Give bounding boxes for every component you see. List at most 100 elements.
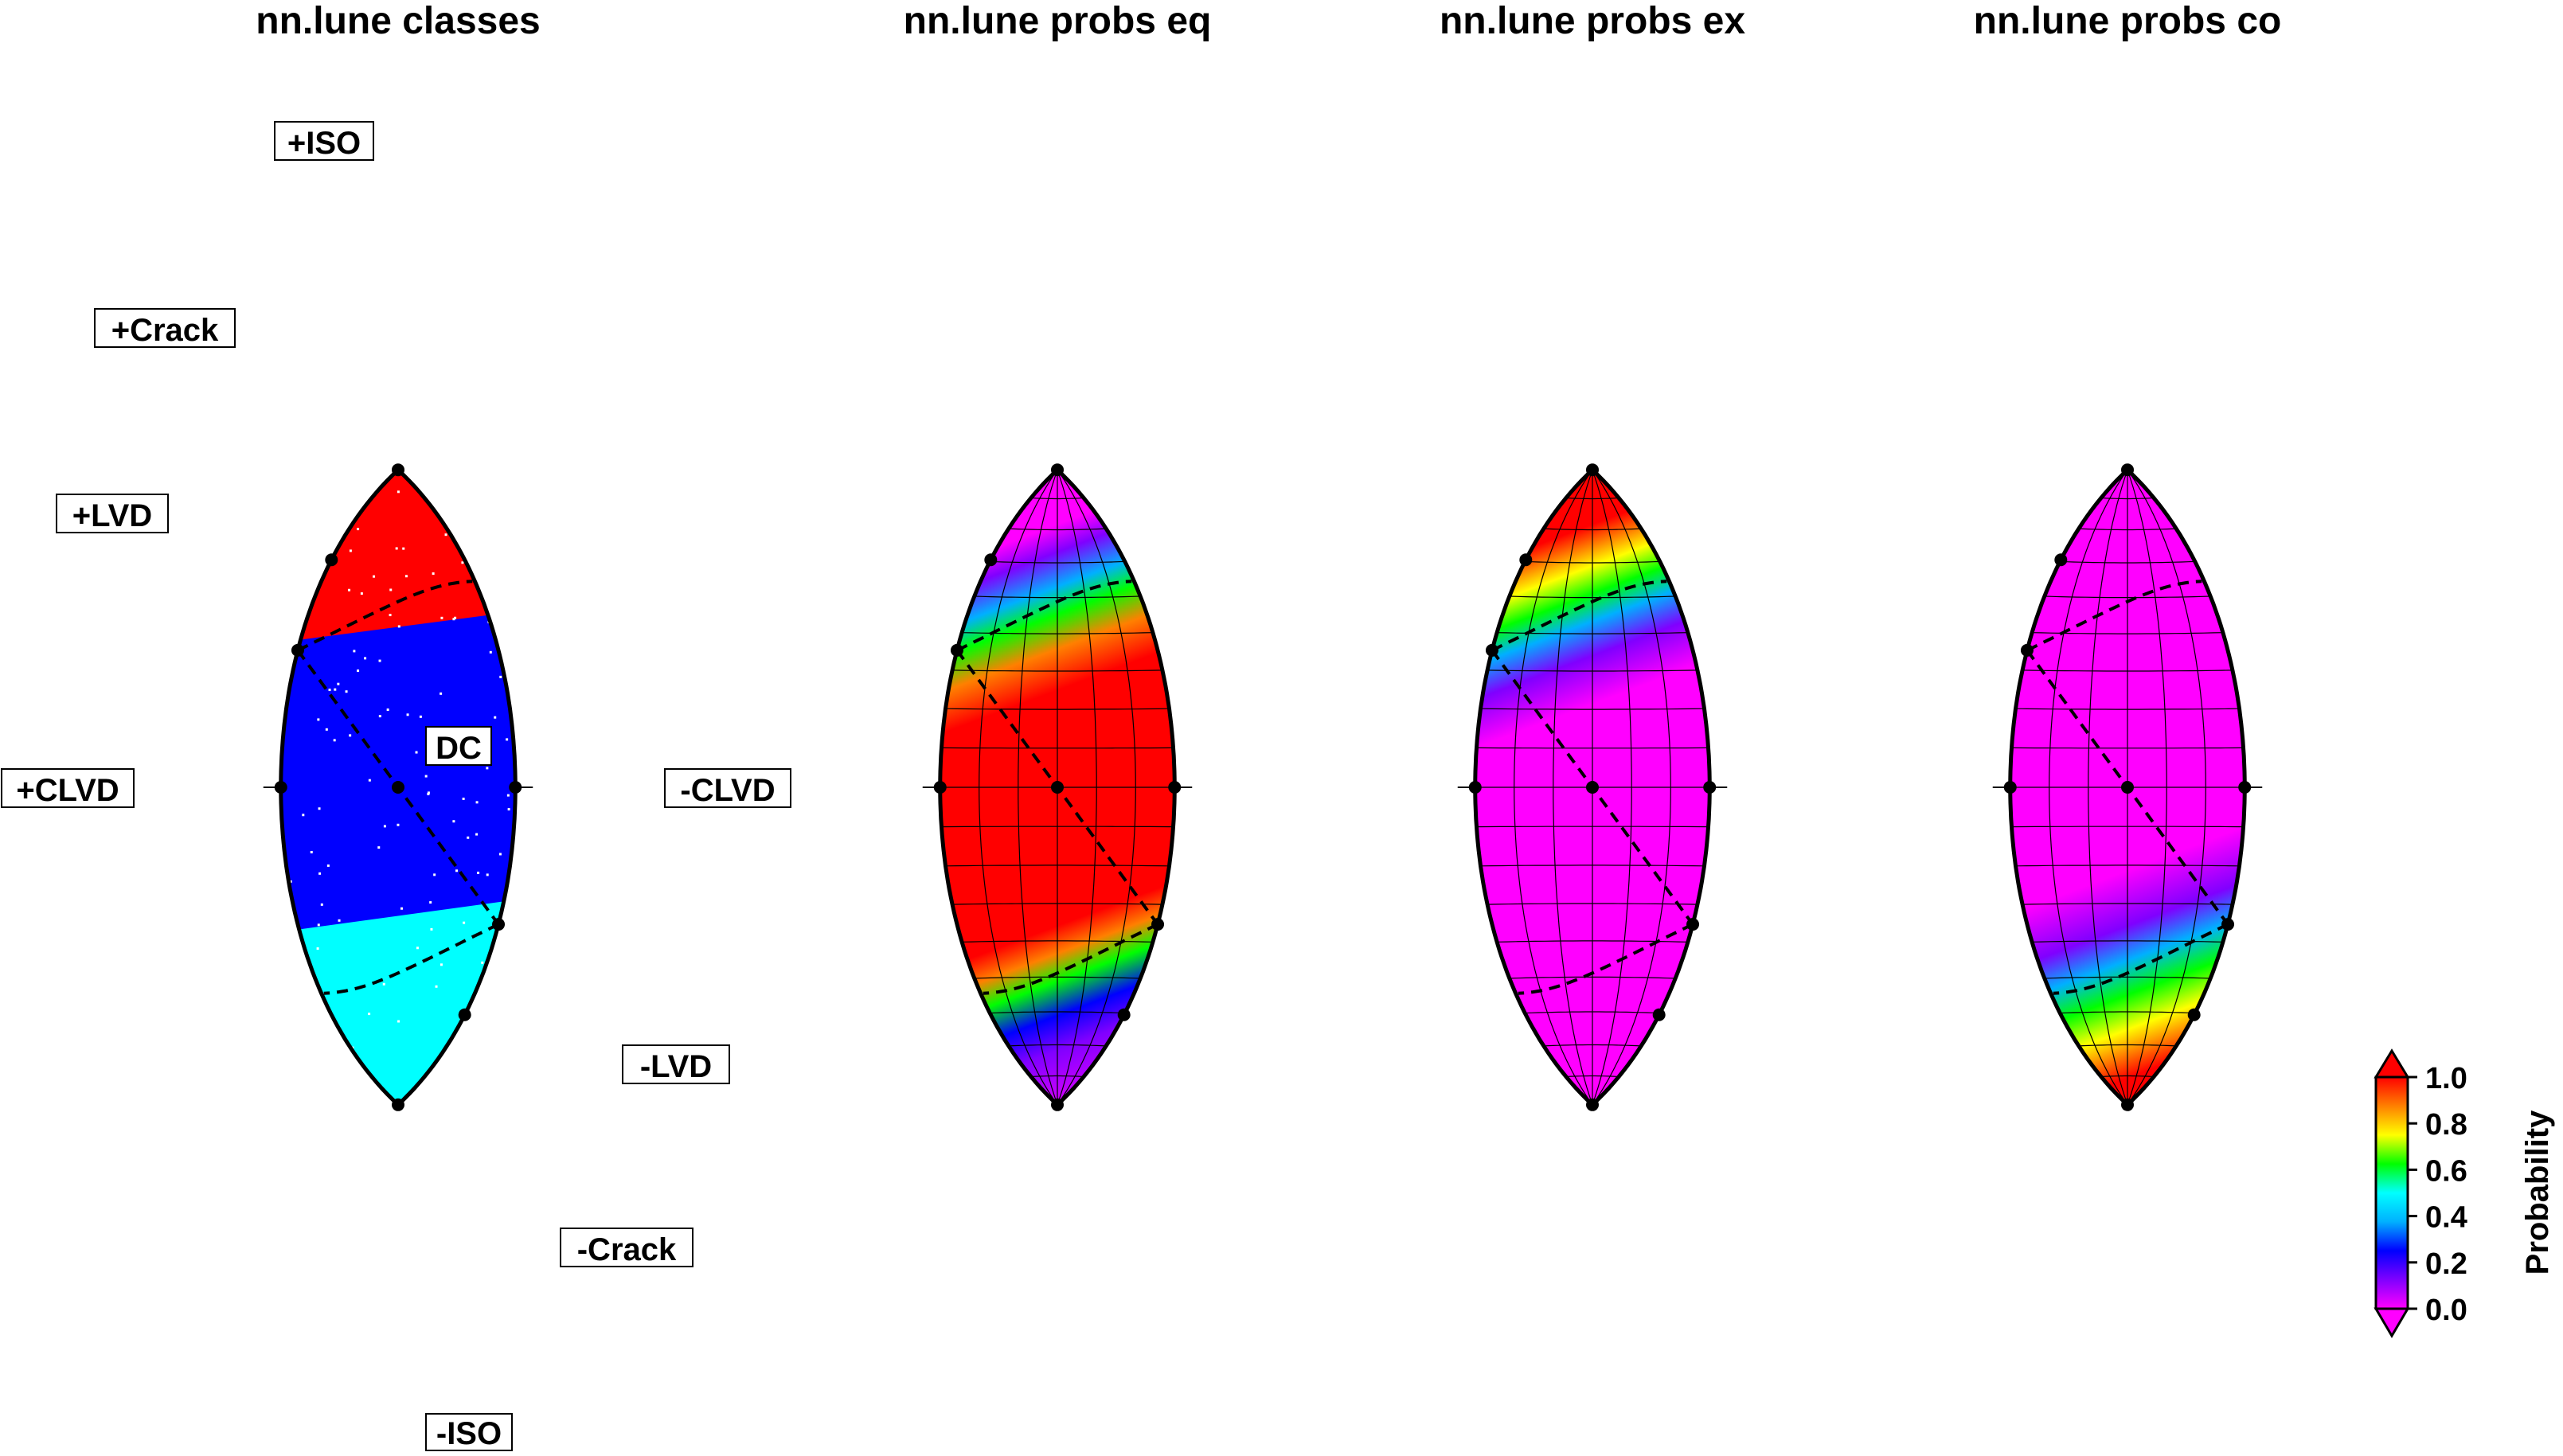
speckle: [545, 1088, 548, 1091]
speckle: [616, 646, 619, 648]
speckle: [543, 579, 545, 581]
label-minus-iso: -ISO: [426, 1414, 512, 1451]
speckle: [338, 1037, 340, 1040]
speckle: [232, 519, 235, 521]
speckle: [520, 948, 522, 950]
panel-title-co: nn.lune probs co: [1974, 0, 2282, 42]
speckle: [553, 740, 555, 742]
speckle: [593, 505, 596, 507]
lune-point-dot: [2188, 1009, 2201, 1021]
speckle: [334, 689, 336, 691]
speckle: [615, 818, 618, 820]
speckle: [218, 795, 221, 798]
speckle: [598, 596, 600, 599]
speckle: [580, 619, 583, 622]
label-dc-text: DC: [436, 731, 482, 766]
speckle: [463, 922, 465, 924]
speckle: [256, 929, 259, 931]
label-plus-clvd: +CLVD: [2, 769, 134, 808]
speckle: [420, 716, 422, 718]
panel-title-ex: nn.lune probs ex: [1440, 0, 1745, 42]
lune-point-dot: [2121, 1099, 2134, 1111]
speckle: [634, 600, 636, 603]
speckle: [499, 853, 502, 855]
speckle: [577, 879, 580, 881]
speckle: [576, 828, 578, 830]
speckle: [379, 660, 381, 662]
speckle: [197, 728, 199, 731]
lune-point-dot: [1653, 1009, 1666, 1021]
speckle: [523, 645, 525, 647]
speckle: [397, 824, 399, 826]
speckle: [190, 931, 193, 934]
speckle: [448, 1071, 451, 1073]
speckle: [528, 1071, 530, 1073]
speckle: [495, 960, 498, 962]
lune-point-dot: [2121, 781, 2134, 794]
speckle: [575, 900, 577, 903]
lune-panel-co: [1873, 463, 2382, 1111]
speckle: [258, 621, 260, 623]
speckle: [186, 498, 188, 501]
speckle: [195, 961, 197, 963]
label-minus-clvd-text: -CLVD: [680, 773, 775, 808]
speckle: [436, 986, 438, 988]
speckle: [551, 986, 553, 989]
speckle: [180, 617, 182, 619]
speckle: [498, 629, 500, 631]
lune-point-dot: [1586, 781, 1599, 794]
speckle: [611, 914, 614, 916]
speckle: [498, 939, 500, 941]
speckle: [440, 617, 443, 619]
lune-panel-ex: [1338, 463, 1847, 1111]
speckle: [578, 544, 580, 546]
speckle: [254, 489, 256, 491]
speckle: [510, 682, 513, 685]
lune-point-dot: [1051, 781, 1064, 794]
lune-point-dot: [1586, 1099, 1599, 1111]
panel-title-classes: nn.lune classes: [256, 0, 541, 42]
speckle: [249, 1085, 252, 1087]
speckle: [160, 1001, 162, 1003]
speckle: [559, 681, 561, 683]
colorbar-fill: [2376, 1077, 2408, 1309]
speckle: [272, 727, 274, 729]
colorbar-top-triangle: [2376, 1051, 2408, 1077]
speckle: [175, 580, 178, 582]
speckle: [260, 853, 262, 855]
lune-point-dot: [2121, 463, 2134, 476]
speckle: [581, 1017, 584, 1019]
speckle: [452, 1083, 455, 1085]
speckle: [389, 614, 392, 616]
speckle: [463, 1056, 466, 1058]
speckle: [177, 556, 179, 559]
lune-point-dot: [1686, 918, 1699, 931]
colorbar: 0.00.20.40.60.81.0 Probability: [2376, 1051, 2555, 1336]
speckle: [227, 675, 229, 677]
speckle: [396, 547, 398, 549]
speckle: [499, 676, 502, 678]
speckle: [548, 622, 550, 624]
speckle: [592, 760, 595, 763]
speckle: [287, 611, 289, 614]
speckle: [530, 955, 533, 958]
speckle: [455, 869, 458, 872]
speckle: [307, 1055, 309, 1057]
speckle: [540, 477, 542, 479]
speckle: [402, 548, 404, 550]
speckle: [508, 1027, 510, 1029]
speckle: [507, 794, 510, 797]
speckle: [575, 498, 577, 501]
speckle: [539, 1027, 541, 1029]
speckle: [481, 962, 483, 964]
speckle: [459, 480, 461, 482]
speckle: [280, 1029, 283, 1032]
speckle: [405, 575, 408, 577]
speckle: [159, 1055, 162, 1057]
colorbar-tick-label: 0.4: [2425, 1201, 2467, 1235]
speckle: [494, 716, 496, 719]
speckle: [181, 859, 183, 861]
label-minus-clvd: -CLVD: [665, 769, 791, 808]
speckle: [503, 568, 506, 570]
